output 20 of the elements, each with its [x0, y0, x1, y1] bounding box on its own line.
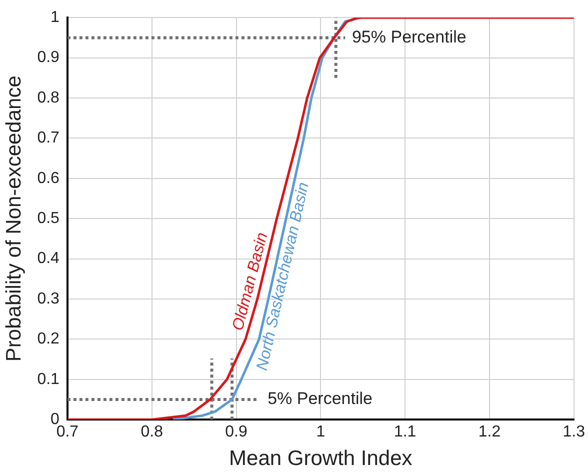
x-tick-label: 0.8	[140, 424, 164, 441]
annotation: 5% Percentile	[268, 389, 372, 408]
y-tick-label: 0.8	[37, 89, 60, 106]
x-tick-label: 1.1	[394, 424, 416, 441]
y-tick-label: 0.3	[37, 290, 60, 308]
y-axis-title: Probability of Non-exceedance	[2, 76, 26, 362]
y-tick-label: 0.2	[37, 330, 60, 348]
x-tick-label: 1	[316, 424, 326, 441]
x-tick-label: 1.2	[478, 424, 501, 441]
y-tick-label: 0.9	[37, 49, 60, 66]
annotation: 95% Percentile	[352, 27, 466, 46]
y-tick-label: 0.6	[37, 170, 60, 187]
y-tick-label: 0.5	[37, 210, 60, 228]
y-tick-label: 0.4	[37, 250, 60, 268]
x-axis-title: Mean Growth Index	[229, 447, 413, 470]
x-tick-label: 0.9	[225, 424, 248, 441]
x-tick-label: 1.3	[562, 424, 586, 441]
y-tick-label: 1	[50, 9, 60, 26]
y-tick-label: 0.7	[37, 130, 60, 147]
y-tick-label: 0.1	[37, 370, 60, 388]
